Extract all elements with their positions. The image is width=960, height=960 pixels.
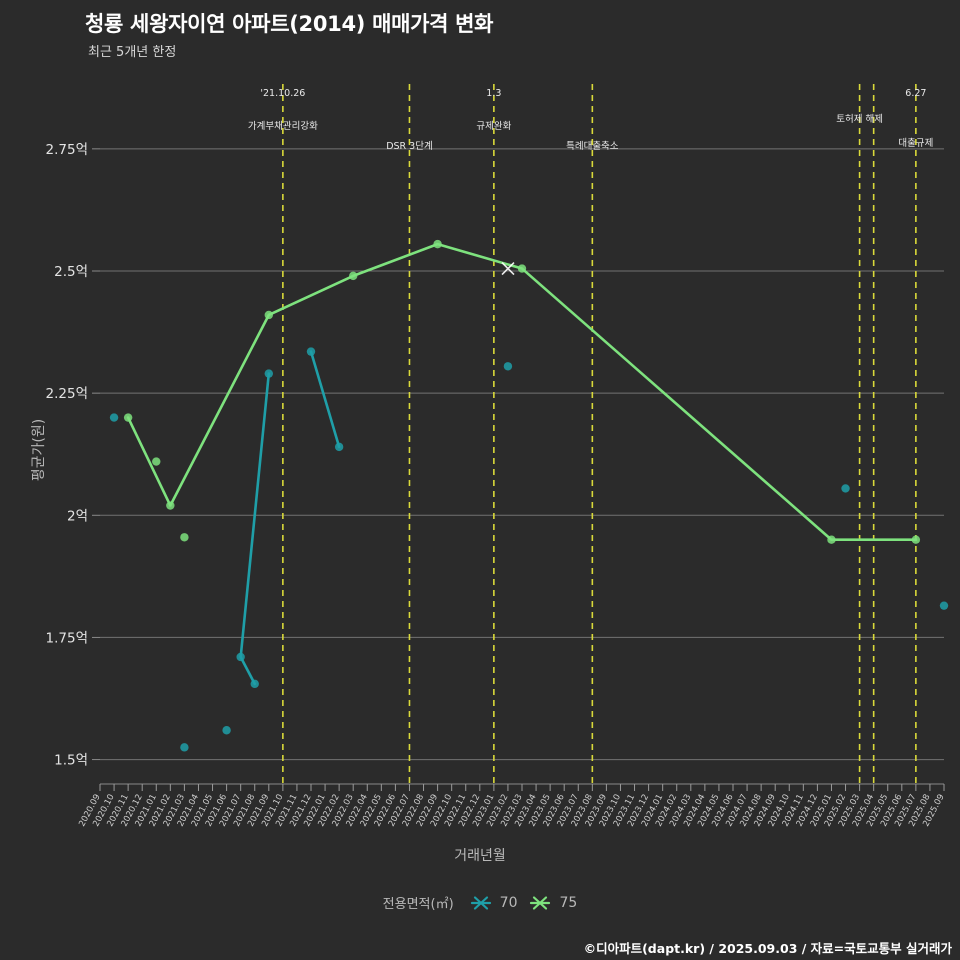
y-axis-tick-label: 2.5억	[54, 264, 88, 280]
data-point-70	[306, 347, 316, 356]
data-point-75	[166, 501, 175, 510]
event-annotation-date: 6.27	[905, 88, 926, 99]
data-point-70	[250, 679, 259, 689]
data-point-75	[152, 457, 161, 466]
asterisk-marker-icon	[530, 895, 551, 910]
data-point-70	[109, 413, 119, 422]
y-axis-tick-label: 2.25억	[46, 386, 88, 402]
event-vertical-lines-group	[282, 84, 917, 784]
series-line-75	[126, 242, 918, 542]
legend-title: 전용면적(㎡)	[382, 897, 454, 912]
data-point-75	[517, 264, 527, 273]
x-axis-ticks-group: 2020.092020.102020.112020.122021.012021.…	[77, 783, 947, 828]
chart-subtitle: 최근 5개년 한정	[88, 45, 177, 60]
event-annotation-label: 토허제 해제	[836, 113, 883, 125]
chart-legend: 전용면적(㎡) 70 75	[0, 893, 960, 913]
y-axis-tick-label: 1.75억	[46, 630, 88, 646]
event-annotation-label: 가계부채관리강화	[248, 120, 318, 132]
data-point-70	[180, 743, 189, 752]
data-point-70	[334, 442, 344, 452]
x-axis-label: 거래년월	[454, 848, 506, 864]
data-point-70	[939, 601, 949, 610]
data-point-75	[264, 310, 273, 320]
gridlines-group	[100, 148, 944, 761]
data-point-75	[349, 271, 358, 281]
asterisk-marker-icon	[470, 895, 491, 910]
y-axis-ticks-group: 2.75억 2.5억 2.25억 2억 1.75억 1.5억	[46, 142, 100, 769]
series-lines-group	[126, 242, 918, 686]
data-point-70	[264, 369, 273, 378]
data-point-75	[180, 533, 189, 542]
footer-credit: ©디아파트(dapt.kr) / 2025.09.03 / 자료=국토교통부 실…	[583, 941, 952, 956]
legend-label-70: 70	[499, 894, 518, 911]
data-point-75	[123, 413, 133, 422]
x-cross-marker-icon	[501, 261, 515, 276]
event-annotation-label: DSR 3단계	[386, 140, 433, 152]
data-point-70	[503, 362, 513, 371]
event-annotation-date: '21.10.26	[260, 88, 305, 99]
y-axis-label: 평균가(원)	[31, 418, 47, 482]
event-annotation-label: 특례대출축소	[566, 141, 619, 152]
y-axis-tick-label: 2억	[67, 508, 88, 524]
y-axis-tick-label: 1.5억	[54, 753, 88, 769]
data-point-70	[236, 652, 245, 662]
series-points-group	[109, 239, 949, 752]
legend-entry-70[interactable]: 70	[468, 894, 518, 912]
series-line-70	[309, 350, 341, 449]
data-point-70	[222, 726, 231, 735]
event-annotation-date: 1.3	[486, 88, 501, 99]
data-point-75	[911, 535, 921, 544]
legend-label-75: 75	[559, 894, 578, 911]
event-annotation-label: 대출규제	[898, 138, 933, 149]
data-point-70	[841, 484, 850, 493]
event-annotation-label: 규제완화	[476, 121, 511, 132]
page-title: 청룡 세왕자이연 아파트(2014) 매매가격 변화	[85, 12, 494, 36]
data-point-75	[827, 535, 836, 544]
legend-entry-75[interactable]: 75	[527, 894, 577, 912]
y-axis-tick-label: 2.75억	[46, 142, 88, 158]
data-point-75	[433, 239, 442, 249]
